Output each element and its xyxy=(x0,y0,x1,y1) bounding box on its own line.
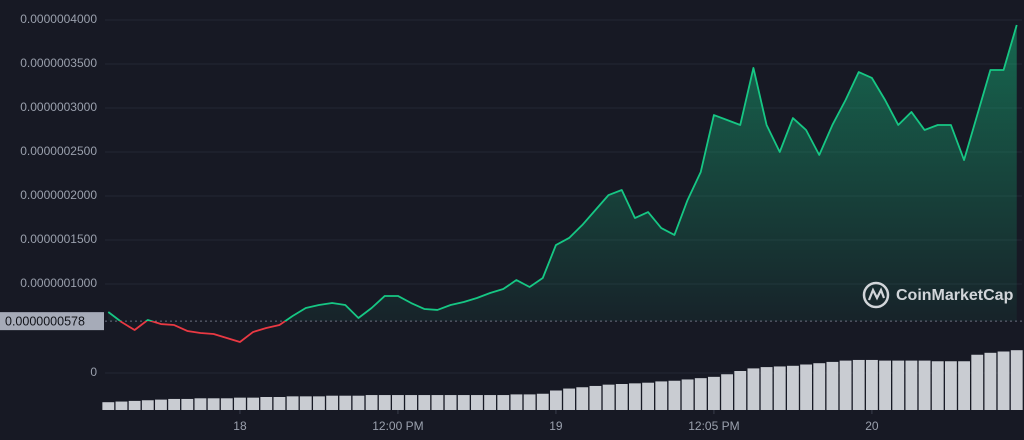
volume-bar xyxy=(181,398,194,410)
volume-bar xyxy=(760,367,773,410)
volume-bar xyxy=(852,359,865,410)
volume-bar xyxy=(813,363,826,410)
volume-bar xyxy=(694,378,707,410)
y-tick-label: 0.0000003500 xyxy=(20,56,97,70)
volume-bar xyxy=(220,398,233,410)
volume-bar xyxy=(352,395,365,410)
volume-bar xyxy=(510,394,523,410)
area xyxy=(108,25,1017,322)
volume-bar xyxy=(168,398,181,410)
volume-bar xyxy=(234,397,246,410)
volume-bar xyxy=(299,396,312,410)
volume-bar xyxy=(536,393,549,410)
volume-bar xyxy=(378,395,391,410)
y-tick-label: 0.0000001000 xyxy=(20,276,97,290)
volume-bar xyxy=(326,395,339,410)
volume-bar xyxy=(576,387,589,410)
volume-bar xyxy=(484,395,497,410)
volume-bar xyxy=(629,383,641,410)
y-tick-label: 0.0000004000 xyxy=(20,12,97,26)
volume-bar xyxy=(707,376,720,410)
volume-bar xyxy=(313,396,325,410)
volume-bar xyxy=(365,395,378,410)
volume-bar xyxy=(997,351,1010,410)
labels: 0.0000001000 0.0000001500 0.0000002000 0.00… xyxy=(0,12,879,433)
x-tick-label: 19 xyxy=(549,419,563,433)
watermark: CoinMarketCap xyxy=(862,281,1014,309)
volume-bar xyxy=(944,361,957,410)
volume-bar xyxy=(405,395,418,410)
volume-bar xyxy=(668,380,681,410)
volume-bar xyxy=(615,384,628,410)
x-tick-label: 12:05 PM xyxy=(688,419,739,433)
volume-bar xyxy=(1010,350,1023,410)
volume-bar xyxy=(128,400,141,410)
watermark-text: CoinMarketCap xyxy=(896,287,1014,304)
x-tick-label: 18 xyxy=(233,419,247,433)
volume-bar xyxy=(773,366,786,410)
volume-bar xyxy=(247,397,260,410)
volume-bar xyxy=(563,388,576,410)
volume-bar xyxy=(747,368,760,410)
volume-bar xyxy=(194,398,207,410)
volume-bar xyxy=(602,384,615,410)
y-tick-label: 0.0000002500 xyxy=(20,144,97,158)
volume-bar xyxy=(457,395,470,410)
volume-bar xyxy=(971,354,984,410)
volume-bar xyxy=(207,398,220,410)
watermark-logo-mark xyxy=(867,287,886,301)
volume-bar xyxy=(471,395,483,410)
volume-bar xyxy=(905,360,918,410)
volume-bar xyxy=(958,361,970,410)
volume-bar xyxy=(800,364,813,410)
volume-bar xyxy=(339,395,352,410)
baseline-label-box xyxy=(0,312,104,331)
price-line xyxy=(105,24,1022,343)
volume-bar xyxy=(681,379,694,410)
price-line-up xyxy=(107,24,1018,322)
y-tick-label: 0.0000002000 xyxy=(20,188,97,202)
volume-bar xyxy=(444,395,457,410)
volume-bar xyxy=(115,401,128,410)
volume-bar xyxy=(102,402,115,410)
volume-bar xyxy=(786,365,799,410)
watermark-logo xyxy=(862,281,890,309)
y-tick-label: 0.0000001500 xyxy=(20,232,97,246)
volume-bar xyxy=(865,359,878,410)
price-line-down xyxy=(118,321,287,343)
volume-bar xyxy=(892,360,905,410)
volume-bars xyxy=(102,350,1023,410)
volume-bar xyxy=(931,361,944,410)
volume-bar xyxy=(550,390,562,410)
volume-bar xyxy=(260,397,273,410)
volume-bar xyxy=(273,397,286,410)
volume-tick-label: 0 xyxy=(90,365,97,379)
volume-bar xyxy=(141,400,154,410)
volume-bar xyxy=(918,360,931,410)
volume-bar xyxy=(286,396,299,410)
volume-bar xyxy=(431,395,444,410)
volume-bar xyxy=(418,395,431,410)
y-tick-label: 0.0000003000 xyxy=(20,100,97,114)
volume-bar xyxy=(497,395,510,410)
volume-bar xyxy=(879,360,891,410)
volume-bar xyxy=(642,382,655,410)
volume-bar xyxy=(826,361,839,410)
volume-bar xyxy=(839,360,852,410)
area-fill xyxy=(108,25,1017,322)
volume-bar xyxy=(984,352,997,410)
volume-bar xyxy=(589,385,602,410)
volume-bar xyxy=(655,381,668,410)
x-tick-label: 20 xyxy=(865,419,879,433)
baseline-label: 0.0000000578 xyxy=(5,314,85,328)
x-tick-label: 12:00 PM xyxy=(372,419,423,433)
volume-bar xyxy=(155,399,167,410)
volume-bar xyxy=(392,395,404,410)
volume-bar xyxy=(734,371,747,410)
volume-bar xyxy=(523,394,536,410)
volume-bar xyxy=(721,374,734,410)
